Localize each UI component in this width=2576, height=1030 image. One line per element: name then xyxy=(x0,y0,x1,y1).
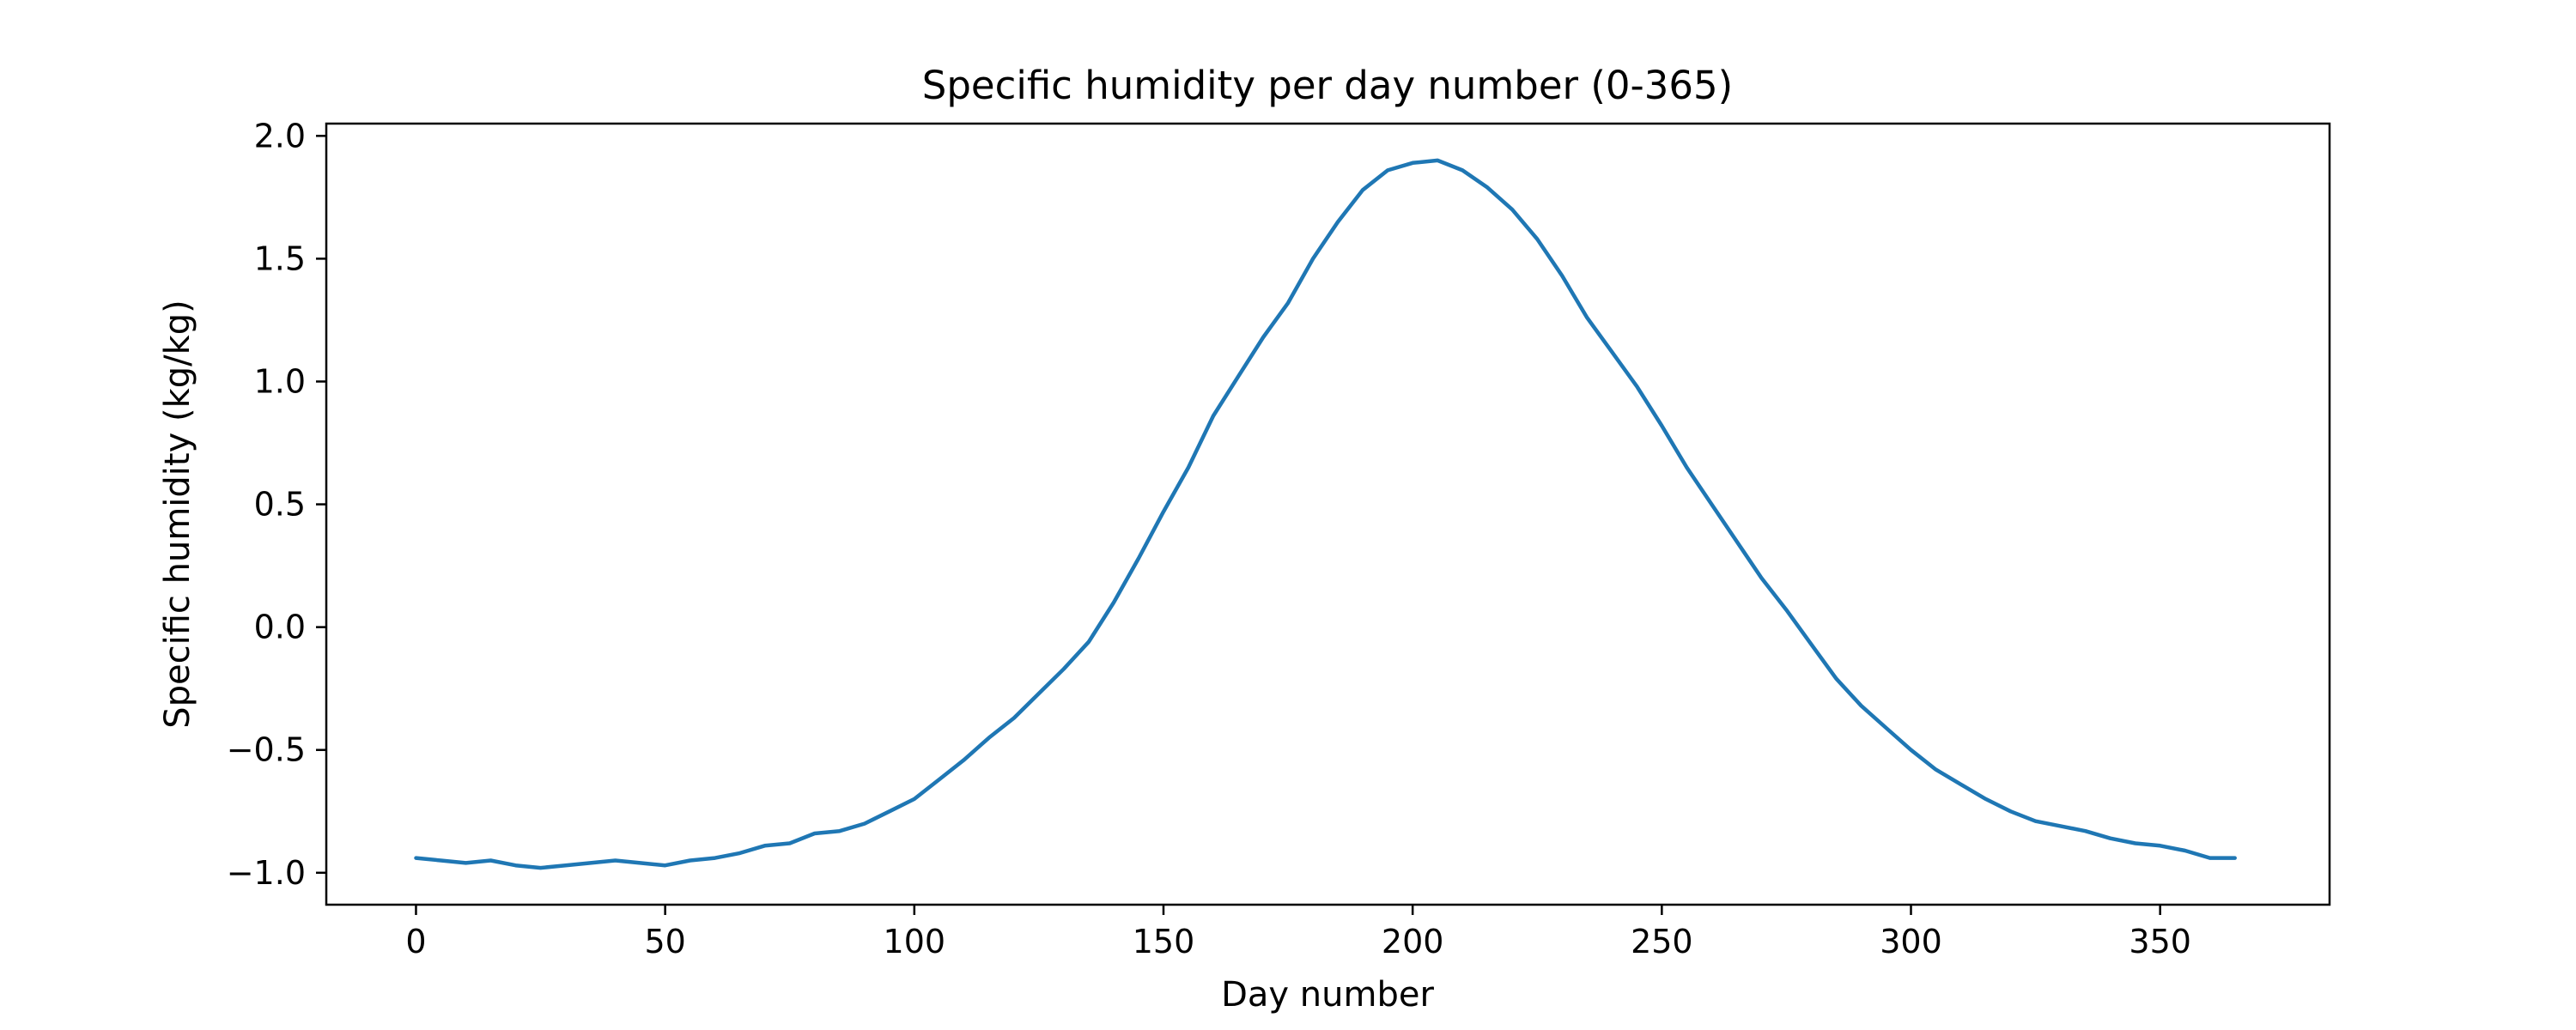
y-tick-label: −1.0 xyxy=(227,854,306,892)
x-axis-label: Day number xyxy=(1221,975,1434,1015)
y-tick-label: 0.0 xyxy=(254,609,306,646)
x-tick-label: 0 xyxy=(405,923,426,960)
y-tick-label: −0.5 xyxy=(227,731,306,769)
x-tick-label: 300 xyxy=(1880,923,1942,960)
x-tick-label: 150 xyxy=(1133,923,1195,960)
y-tick-label: 1.5 xyxy=(254,239,306,277)
x-axis: 0 50 100 150 200 250 300 350 xyxy=(405,905,2191,960)
x-tick-label: 350 xyxy=(2129,923,2191,960)
y-tick-label: 1.0 xyxy=(254,362,306,400)
y-axis: −1.0 −0.5 0.0 0.5 1.0 1.5 2.0 xyxy=(227,117,326,892)
x-tick-label: 50 xyxy=(644,923,685,960)
chart-title: Specific humidity per day number (0-365) xyxy=(922,63,1733,108)
y-axis-label: Specific humidity (kg/kg) xyxy=(158,300,197,729)
x-tick-label: 100 xyxy=(884,923,946,960)
x-tick-label: 200 xyxy=(1382,923,1444,960)
plot-frame xyxy=(325,122,2331,906)
y-tick-label: 0.5 xyxy=(254,486,306,524)
y-tick-label: 2.0 xyxy=(254,117,306,154)
series-line xyxy=(414,158,2237,870)
x-tick-label: 250 xyxy=(1631,923,1693,960)
